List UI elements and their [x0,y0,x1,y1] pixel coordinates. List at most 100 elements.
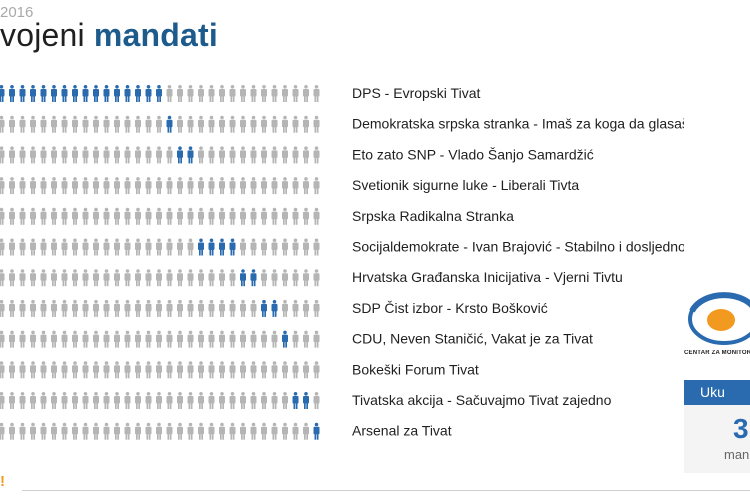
seat-icon-empty [156,146,162,164]
seat-icon-empty [313,361,320,379]
seat-icon-empty [177,299,183,317]
seat-icon-won [114,85,120,102]
seat-icon-empty [145,115,152,133]
seat-pictograph-chart: DPS - Evropski Tivat Demokratska srpska s… [0,85,684,440]
seat-icon-empty [93,361,99,379]
seat-icon-empty [0,392,5,409]
seat-icon-empty [145,392,152,409]
seat-icon-empty [30,115,36,133]
seat-icon-empty [72,299,78,317]
seat-icon-empty [61,115,68,133]
seat-icon-empty [240,330,246,348]
seat-icon-empty [219,269,225,287]
pictograph-row: Hrvatska Građanska Inicijativa - Vjerni … [0,269,623,287]
footer-divider [22,490,750,491]
seat-icon-empty [51,330,57,348]
seat-icon-empty [187,207,194,225]
pictograph-row: Eto zato SNP - Vlado Šanjo Samardžić [0,146,594,164]
seat-icon-empty [82,207,89,225]
seat-icon-empty [61,422,68,440]
seat-icon-empty [156,177,162,195]
seat-icon-empty [30,361,36,379]
seat-icon-empty [187,299,194,317]
seat-icon-empty [124,299,131,317]
seat-icon-empty [9,299,15,317]
seat-icon-empty [271,238,278,256]
title-part-2: mandati [93,17,218,53]
seat-icon-empty [240,207,246,225]
seat-icon-empty [40,238,47,256]
seat-icon-empty [303,269,309,287]
seat-icon-empty [282,299,288,317]
seat-icon-empty [82,361,89,379]
seat-icon-empty [51,361,57,379]
party-label: CDU, Neven Staničić, Vakat je za Tivat [352,331,593,347]
seat-icon-empty [198,269,204,287]
seat-icon-empty [135,207,141,225]
seat-icon-empty [208,177,215,195]
seat-icon-empty [40,177,47,195]
seat-icon-empty [61,146,68,164]
seat-icon-empty [145,146,152,164]
seat-icon-empty [303,85,309,102]
seat-icon-empty [0,299,5,317]
pictograph-row: CDU, Neven Staničić, Vakat je za Tivat [0,330,593,348]
seat-icon-empty [156,299,162,317]
seat-icon-empty [135,422,141,440]
seat-icon-empty [40,207,47,225]
seat-icon-empty [219,299,225,317]
seat-icon-empty [51,238,57,256]
title-part-1: vojeni [0,17,85,53]
seat-icon-empty [19,177,26,195]
seat-icon-empty [166,177,173,195]
seat-icon-won [166,115,173,133]
seat-icon-empty [303,422,309,440]
seat-icon-won [156,85,162,102]
seat-icon-empty [30,146,36,164]
pictograph-row: Svetionik sigurne luke - Liberali Tivta [0,177,579,195]
seat-icon-empty [271,146,278,164]
seat-icon-empty [114,115,120,133]
seat-icon-empty [313,238,320,256]
seat-icon-empty [250,422,257,440]
seat-icon-empty [261,146,267,164]
total-value: 3 [733,413,749,444]
seat-icon-empty [198,115,204,133]
seat-icon-empty [0,330,5,348]
party-label: Socijaldemokrate - Ivan Brajović - Stabi… [352,239,684,255]
seat-icon-empty [250,207,257,225]
seat-icon-empty [103,299,110,317]
seat-icon-won [219,238,225,256]
seat-icon-empty [30,207,36,225]
seat-icon-empty [177,85,183,102]
seat-icon-empty [51,299,57,317]
seat-icon-empty [240,299,246,317]
seat-icon-empty [198,207,204,225]
seat-icon-empty [219,85,225,102]
party-label: Svetionik sigurne luke - Liberali Tivta [352,177,579,193]
seat-icon-empty [19,238,26,256]
seat-icon-won [51,85,57,102]
seat-icon-won [19,85,26,102]
seat-icon-empty [61,361,68,379]
seat-icon-empty [240,177,246,195]
seat-icon-empty [303,361,309,379]
seat-icon-empty [303,177,309,195]
seat-icon-empty [240,85,246,102]
seat-icon-empty [51,207,57,225]
seat-icon-empty [313,115,320,133]
page-title: vojeni mandati [0,17,218,54]
party-label: Bokeški Forum Tivat [352,361,479,377]
seat-icon-empty [72,177,78,195]
seat-icon-won [103,85,110,102]
seat-icon-empty [219,361,225,379]
seat-icon-empty [229,177,236,195]
seat-icon-won [124,85,131,102]
pictograph-row: Tivatska akcija - Sačuvajmo Tivat zajedn… [0,392,612,409]
total-mandates-box: Uku 3 man [684,380,750,473]
seat-icon-empty [135,115,141,133]
seat-icon-empty [40,392,47,409]
seat-icon-empty [40,299,47,317]
seat-icon-empty [124,269,131,287]
seat-icon-empty [208,269,215,287]
